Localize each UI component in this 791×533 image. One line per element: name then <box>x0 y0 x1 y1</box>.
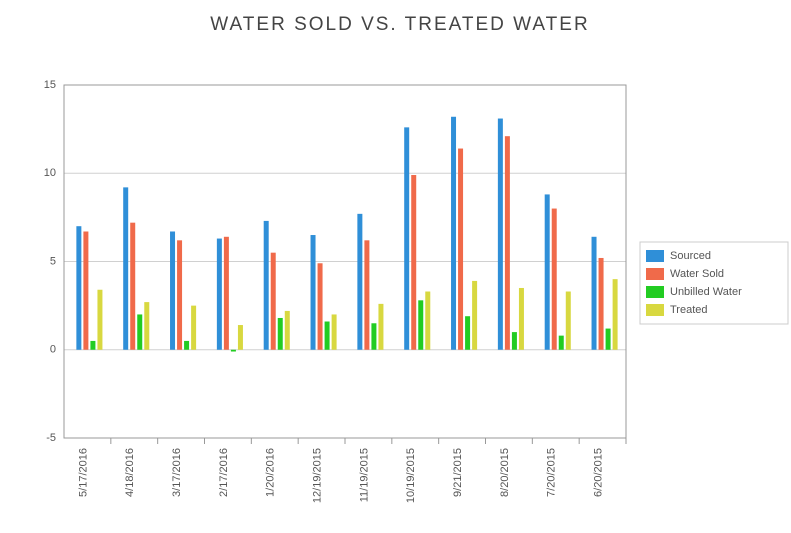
bar <box>317 263 323 350</box>
bar <box>518 287 524 350</box>
bar <box>310 235 316 350</box>
bar <box>598 257 604 350</box>
bar <box>511 332 517 350</box>
bar <box>270 252 276 350</box>
bar <box>177 240 183 350</box>
legend-label: Unbilled Water <box>670 286 742 298</box>
y-tick-label: 5 <box>50 255 56 267</box>
bar <box>223 236 229 350</box>
chart-title: WATER SOLD VS. TREATED WATER <box>210 14 589 35</box>
bar <box>378 303 384 350</box>
x-tick-label: 5/17/2016 <box>77 448 89 497</box>
legend-swatch <box>646 286 664 298</box>
bar <box>137 314 143 350</box>
bar <box>418 300 424 350</box>
x-tick-label: 7/20/2015 <box>546 448 558 497</box>
x-tick-label: 1/20/2016 <box>265 448 277 497</box>
x-tick-label: 6/20/2015 <box>592 448 604 497</box>
bar <box>497 118 503 350</box>
bar <box>357 213 363 350</box>
bar <box>130 222 136 350</box>
bar <box>191 305 197 350</box>
bar <box>170 231 176 350</box>
bar <box>90 340 96 350</box>
bar <box>565 291 571 350</box>
legend-label: Water Sold <box>670 268 724 280</box>
bar <box>558 335 564 350</box>
bar <box>411 175 417 350</box>
legend-box <box>639 241 789 325</box>
y-tick-label: 15 <box>44 79 56 91</box>
bar <box>123 187 129 350</box>
x-tick-label: 8/20/2015 <box>499 448 511 497</box>
bar <box>504 136 510 350</box>
bar <box>324 321 330 350</box>
x-tick-label: 11/19/2015 <box>358 448 370 502</box>
x-tick-label: 2/17/2016 <box>218 448 230 497</box>
bar <box>184 340 190 350</box>
x-tick-label: 4/18/2016 <box>124 448 136 497</box>
x-tick-label: 9/21/2015 <box>452 448 464 497</box>
bar <box>277 317 283 350</box>
bar <box>451 116 457 350</box>
bar <box>605 328 611 350</box>
bar <box>263 220 269 350</box>
y-tick-label: 10 <box>44 167 56 179</box>
bar <box>371 323 377 350</box>
x-tick-label: 3/17/2016 <box>171 448 183 497</box>
bar <box>404 127 410 350</box>
bar <box>230 349 236 352</box>
bar <box>237 325 243 350</box>
y-tick-label: -5 <box>46 432 56 444</box>
legend-swatch <box>646 304 664 316</box>
legend-label: Treated <box>670 304 708 316</box>
y-tick-label: 0 <box>50 344 56 356</box>
bar <box>364 240 370 350</box>
bar <box>458 148 464 350</box>
bar <box>97 289 103 350</box>
legend-swatch <box>646 250 664 262</box>
x-tick-label: 12/19/2015 <box>311 448 323 503</box>
bar <box>83 231 89 350</box>
x-tick-label: 10/19/2015 <box>405 448 417 503</box>
bar <box>425 291 431 350</box>
bar <box>284 310 290 350</box>
bar <box>612 279 618 350</box>
bar <box>465 316 471 350</box>
bar <box>551 208 557 350</box>
legend-swatch <box>646 268 664 280</box>
bar <box>76 226 82 350</box>
bar <box>472 280 478 350</box>
bar <box>591 236 597 350</box>
bar <box>544 194 550 350</box>
bar <box>144 302 150 350</box>
bar <box>331 314 337 350</box>
bar <box>216 238 222 350</box>
legend-label: Sourced <box>670 250 711 262</box>
